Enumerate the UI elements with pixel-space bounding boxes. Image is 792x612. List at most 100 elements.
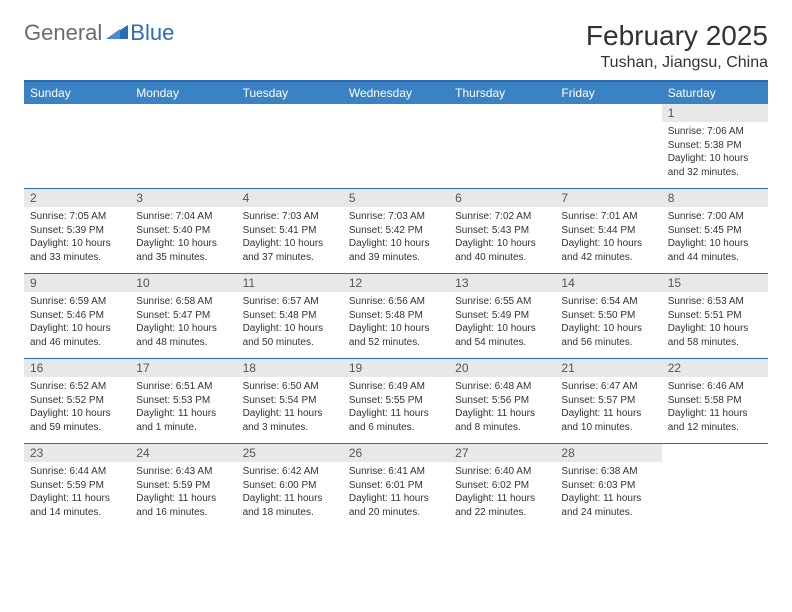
sunset-text: Sunset: 5:52 PM [30,394,124,408]
day-content: Sunrise: 6:43 AMSunset: 5:59 PMDaylight:… [130,462,236,525]
day-number: 18 [237,359,343,377]
daylight-text: Daylight: 11 hours and 8 minutes. [455,407,549,434]
day-cell: 8Sunrise: 7:00 AMSunset: 5:45 PMDaylight… [662,189,768,273]
sunset-text: Sunset: 5:51 PM [668,309,762,323]
daylight-text: Daylight: 11 hours and 3 minutes. [243,407,337,434]
day-cell: 9Sunrise: 6:59 AMSunset: 5:46 PMDaylight… [24,274,130,358]
day-number: 28 [555,444,661,462]
sunset-text: Sunset: 5:42 PM [349,224,443,238]
day-content: Sunrise: 7:04 AMSunset: 5:40 PMDaylight:… [130,207,236,270]
sunset-text: Sunset: 5:56 PM [455,394,549,408]
daylight-text: Daylight: 11 hours and 14 minutes. [30,492,124,519]
day-headers-row: SundayMondayTuesdayWednesdayThursdayFrid… [24,82,768,104]
day-number: 25 [237,444,343,462]
day-cell: 5Sunrise: 7:03 AMSunset: 5:42 PMDaylight… [343,189,449,273]
sunrise-text: Sunrise: 6:40 AM [455,465,549,479]
sunset-text: Sunset: 5:50 PM [561,309,655,323]
sunrise-text: Sunrise: 6:47 AM [561,380,655,394]
calendar-week: 23Sunrise: 6:44 AMSunset: 5:59 PMDayligh… [24,444,768,528]
day-number: 27 [449,444,555,462]
day-content: Sunrise: 6:41 AMSunset: 6:01 PMDaylight:… [343,462,449,525]
daylight-text: Daylight: 10 hours and 52 minutes. [349,322,443,349]
day-number: 13 [449,274,555,292]
day-content: Sunrise: 7:01 AMSunset: 5:44 PMDaylight:… [555,207,661,270]
day-content: Sunrise: 6:50 AMSunset: 5:54 PMDaylight:… [237,377,343,440]
day-content: Sunrise: 6:56 AMSunset: 5:48 PMDaylight:… [343,292,449,355]
sunset-text: Sunset: 5:45 PM [668,224,762,238]
daylight-text: Daylight: 11 hours and 10 minutes. [561,407,655,434]
logo-triangle-icon [106,23,128,44]
sunset-text: Sunset: 5:47 PM [136,309,230,323]
sunset-text: Sunset: 5:54 PM [243,394,337,408]
daylight-text: Daylight: 10 hours and 32 minutes. [668,152,762,179]
sunrise-text: Sunrise: 7:03 AM [243,210,337,224]
day-header: Saturday [662,82,768,104]
day-cell: 15Sunrise: 6:53 AMSunset: 5:51 PMDayligh… [662,274,768,358]
day-cell: 25Sunrise: 6:42 AMSunset: 6:00 PMDayligh… [237,444,343,528]
day-cell-empty [343,104,449,188]
sunrise-text: Sunrise: 6:54 AM [561,295,655,309]
day-content: Sunrise: 7:03 AMSunset: 5:42 PMDaylight:… [343,207,449,270]
sunset-text: Sunset: 5:38 PM [668,139,762,153]
day-cell-empty [555,104,661,188]
daylight-text: Daylight: 10 hours and 33 minutes. [30,237,124,264]
sunrise-text: Sunrise: 6:50 AM [243,380,337,394]
daylight-text: Daylight: 10 hours and 58 minutes. [668,322,762,349]
sunrise-text: Sunrise: 7:01 AM [561,210,655,224]
daylight-text: Daylight: 10 hours and 48 minutes. [136,322,230,349]
day-number: 20 [449,359,555,377]
day-header: Monday [130,82,236,104]
day-number: 23 [24,444,130,462]
sunrise-text: Sunrise: 7:00 AM [668,210,762,224]
day-number: 22 [662,359,768,377]
day-content: Sunrise: 6:40 AMSunset: 6:02 PMDaylight:… [449,462,555,525]
day-number: 14 [555,274,661,292]
day-cell-empty [130,104,236,188]
day-header: Friday [555,82,661,104]
day-cell: 19Sunrise: 6:49 AMSunset: 5:55 PMDayligh… [343,359,449,443]
daylight-text: Daylight: 10 hours and 40 minutes. [455,237,549,264]
day-cell: 3Sunrise: 7:04 AMSunset: 5:40 PMDaylight… [130,189,236,273]
day-number: 21 [555,359,661,377]
day-content: Sunrise: 6:42 AMSunset: 6:00 PMDaylight:… [237,462,343,525]
daylight-text: Daylight: 11 hours and 1 minute. [136,407,230,434]
day-number: 15 [662,274,768,292]
day-number: 7 [555,189,661,207]
day-number: 5 [343,189,449,207]
day-cell: 12Sunrise: 6:56 AMSunset: 5:48 PMDayligh… [343,274,449,358]
sunrise-text: Sunrise: 6:42 AM [243,465,337,479]
sunset-text: Sunset: 5:48 PM [349,309,443,323]
day-content: Sunrise: 6:54 AMSunset: 5:50 PMDaylight:… [555,292,661,355]
calendar-week: 9Sunrise: 6:59 AMSunset: 5:46 PMDaylight… [24,274,768,359]
day-cell: 11Sunrise: 6:57 AMSunset: 5:48 PMDayligh… [237,274,343,358]
day-content: Sunrise: 6:38 AMSunset: 6:03 PMDaylight:… [555,462,661,525]
sunrise-text: Sunrise: 6:38 AM [561,465,655,479]
daylight-text: Daylight: 11 hours and 22 minutes. [455,492,549,519]
day-cell: 14Sunrise: 6:54 AMSunset: 5:50 PMDayligh… [555,274,661,358]
day-content: Sunrise: 7:03 AMSunset: 5:41 PMDaylight:… [237,207,343,270]
day-content: Sunrise: 6:55 AMSunset: 5:49 PMDaylight:… [449,292,555,355]
daylight-text: Daylight: 11 hours and 12 minutes. [668,407,762,434]
title-block: February 2025 Tushan, Jiangsu, China [586,20,768,72]
day-number: 11 [237,274,343,292]
sunrise-text: Sunrise: 6:46 AM [668,380,762,394]
sunset-text: Sunset: 5:49 PM [455,309,549,323]
day-number: 2 [24,189,130,207]
day-content: Sunrise: 6:59 AMSunset: 5:46 PMDaylight:… [24,292,130,355]
daylight-text: Daylight: 10 hours and 37 minutes. [243,237,337,264]
sunrise-text: Sunrise: 6:59 AM [30,295,124,309]
day-cell: 10Sunrise: 6:58 AMSunset: 5:47 PMDayligh… [130,274,236,358]
day-content: Sunrise: 6:44 AMSunset: 5:59 PMDaylight:… [24,462,130,525]
day-cell: 1Sunrise: 7:06 AMSunset: 5:38 PMDaylight… [662,104,768,188]
sunset-text: Sunset: 5:44 PM [561,224,655,238]
day-number: 26 [343,444,449,462]
sunrise-text: Sunrise: 6:51 AM [136,380,230,394]
day-content: Sunrise: 6:58 AMSunset: 5:47 PMDaylight:… [130,292,236,355]
calendar-week: 1Sunrise: 7:06 AMSunset: 5:38 PMDaylight… [24,104,768,189]
day-content: Sunrise: 6:46 AMSunset: 5:58 PMDaylight:… [662,377,768,440]
sunset-text: Sunset: 5:55 PM [349,394,443,408]
day-cell: 13Sunrise: 6:55 AMSunset: 5:49 PMDayligh… [449,274,555,358]
day-header: Thursday [449,82,555,104]
sunset-text: Sunset: 5:58 PM [668,394,762,408]
sunrise-text: Sunrise: 7:04 AM [136,210,230,224]
